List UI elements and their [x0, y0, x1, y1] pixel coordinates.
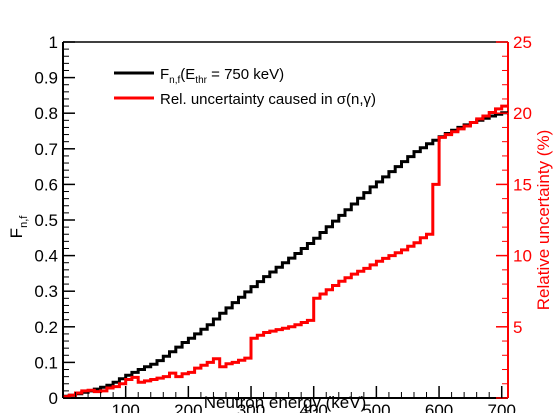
- right-tick-label: 25: [513, 33, 532, 52]
- bottom-tick-label: 400: [300, 401, 328, 413]
- right-tick-label: 20: [513, 104, 532, 123]
- x-axis-title: Neutron energy (keV): [204, 393, 367, 412]
- left-tick-label: 0.6: [34, 175, 58, 194]
- legend: Fn,f(Ethr = 750 keV) Rel. uncertainty ca…: [114, 66, 376, 108]
- bottom-tick-label: 300: [237, 401, 265, 413]
- bottom-tick-label: 200: [174, 401, 202, 413]
- series-line-fnf: [63, 111, 508, 398]
- left-axis-title-sub: n,f: [18, 215, 30, 228]
- right-tick-label: 5: [513, 318, 522, 337]
- left-axis-title: Fn,f: [7, 215, 30, 239]
- bottom-tick-label: 700: [488, 401, 516, 413]
- bottom-tick-label: 100: [111, 401, 139, 413]
- legend-fnf-tail: = 750 keV): [207, 66, 284, 83]
- legend-fnf-main: F: [160, 66, 169, 83]
- left-tick-label: 0.9: [34, 69, 58, 88]
- legend-label-fnf: Fn,f(Ethr = 750 keV): [160, 66, 284, 86]
- right-axis-title: Relative uncertainty (%): [534, 130, 553, 310]
- left-tick-label: 0: [49, 389, 58, 408]
- bottom-axis: 100 200 300 400 500 600 700: [62, 386, 516, 413]
- left-tick-label: 0.8: [34, 104, 58, 123]
- series-line-uncertainty: [63, 104, 508, 399]
- legend-fnf-sub2: thr: [195, 75, 207, 86]
- left-tick-label: 0.5: [34, 211, 58, 230]
- right-tick-label: 10: [513, 247, 532, 266]
- legend-fnf-sub1: n,f: [169, 75, 180, 86]
- left-tick-label: 1: [49, 33, 58, 52]
- legend-label-unc: Rel. uncertainty caused in σ(n,γ): [160, 91, 376, 108]
- left-axis-title-main: F: [7, 228, 26, 238]
- left-axis: 0 0.1 0.2 0.3 0.4 0.5 0.6 0.7 0.8 0.9 1: [34, 33, 75, 408]
- left-tick-label: 0.2: [34, 318, 58, 337]
- plot-area: [62, 41, 509, 399]
- right-tick-label: 15: [513, 175, 532, 194]
- left-tick-label: 0.1: [34, 353, 58, 372]
- right-axis: 5 10 15 20 25: [496, 33, 532, 399]
- left-tick-label: 0.7: [34, 140, 58, 159]
- left-tick-label: 0.3: [34, 282, 58, 301]
- bottom-tick-label: 600: [425, 401, 453, 413]
- legend-fnf-mid: (E: [180, 66, 195, 83]
- left-tick-label: 0.4: [34, 247, 58, 266]
- bottom-tick-label: 500: [362, 401, 390, 413]
